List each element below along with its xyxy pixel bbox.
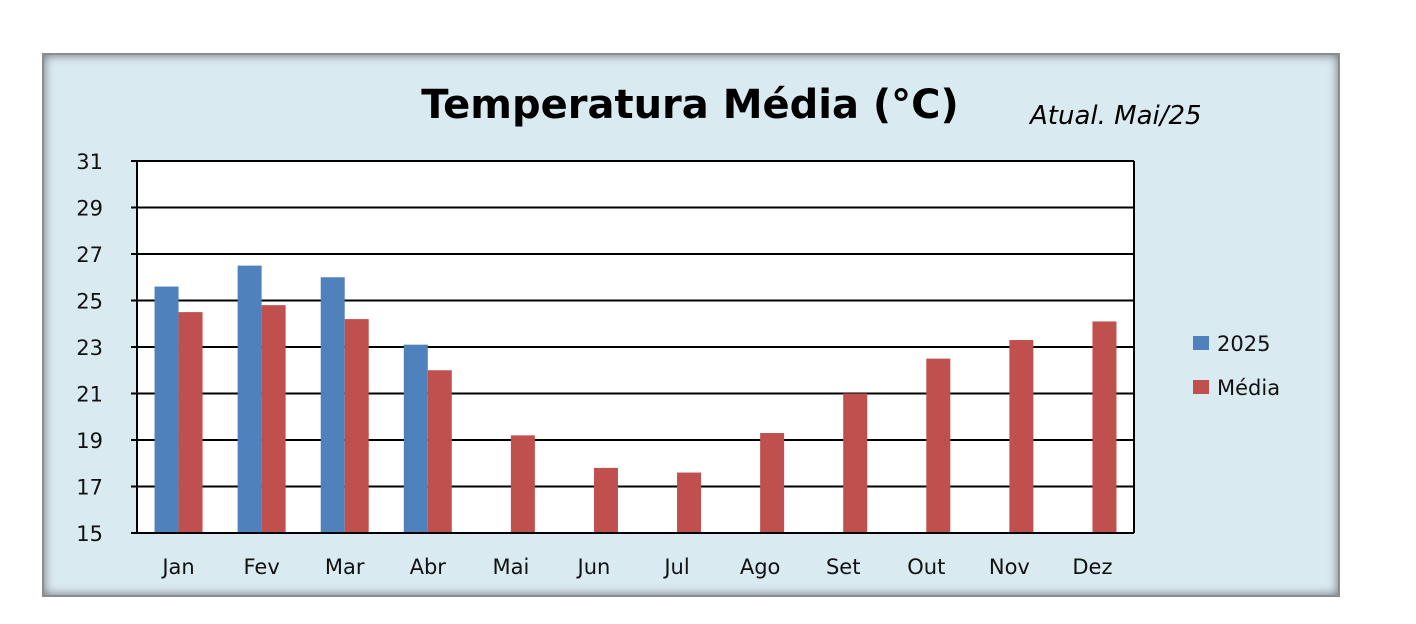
legend-swatch-mdia bbox=[1193, 380, 1209, 394]
x-tick-label: Ago bbox=[740, 555, 781, 579]
bars bbox=[154, 265, 1117, 533]
bar-2025-fev bbox=[237, 265, 262, 533]
y-tick-label: 27 bbox=[76, 243, 103, 267]
chart-subtitle: Atual. Mai/25 bbox=[1028, 101, 1202, 131]
bar-mdia-mai bbox=[510, 435, 535, 533]
bar-mdia-dez bbox=[1092, 321, 1117, 533]
bar-2025-abr bbox=[403, 344, 428, 533]
bar-mdia-nov bbox=[1009, 340, 1034, 533]
bar-mdia-set bbox=[843, 393, 868, 533]
chart-title: Temperatura Média (°C) bbox=[421, 82, 959, 128]
x-tick-label: Jun bbox=[576, 555, 611, 579]
bar-2025-jan bbox=[154, 286, 179, 533]
x-tick-label: Fev bbox=[243, 555, 279, 579]
y-tick-label: 31 bbox=[76, 150, 103, 174]
bar-mdia-jan bbox=[178, 312, 203, 533]
x-tick-label: Mar bbox=[325, 555, 365, 579]
y-tick-label: 29 bbox=[76, 197, 103, 221]
bar-mdia-mar bbox=[344, 319, 369, 533]
x-tick-labels: Jan Fev Mar Abr Mai Jun Jul Ago Set Out Nov Dez bbox=[160, 555, 1112, 579]
legend: 2025 Média bbox=[1193, 332, 1280, 400]
x-tick-label: Dez bbox=[1072, 555, 1112, 579]
x-tick-label: Mai bbox=[492, 555, 529, 579]
y-tick-label: 17 bbox=[76, 476, 103, 500]
x-tick-label: Set bbox=[826, 555, 860, 579]
bar-2025-mar bbox=[320, 277, 345, 533]
axes bbox=[131, 160, 1135, 534]
x-tick-label: Abr bbox=[410, 555, 447, 579]
bar-mdia-abr bbox=[427, 370, 452, 533]
y-tick-label: 19 bbox=[76, 429, 103, 453]
legend-label: Média bbox=[1217, 376, 1280, 400]
x-tick-label: Jul bbox=[662, 555, 689, 579]
bar-mdia-fev bbox=[261, 305, 286, 533]
y-tick-labels: 15 17 19 21 23 25 27 29 31 bbox=[76, 150, 103, 546]
x-tick-label: Nov bbox=[989, 555, 1030, 579]
y-tick-label: 25 bbox=[76, 290, 103, 314]
legend-label: 2025 bbox=[1217, 332, 1270, 356]
bar-mdia-jul bbox=[677, 472, 702, 533]
grid-lines bbox=[137, 160, 1134, 534]
bar-mdia-ago bbox=[760, 433, 785, 533]
bar-mdia-jun bbox=[593, 467, 618, 533]
x-tick-label: Jan bbox=[160, 555, 194, 579]
legend-swatch-2025 bbox=[1193, 336, 1209, 350]
y-tick-label: 21 bbox=[76, 383, 103, 407]
bar-mdia-out bbox=[926, 358, 951, 533]
x-tick-label: Out bbox=[907, 555, 945, 579]
y-tick-label: 23 bbox=[76, 336, 103, 360]
y-tick-label: 15 bbox=[76, 522, 103, 546]
